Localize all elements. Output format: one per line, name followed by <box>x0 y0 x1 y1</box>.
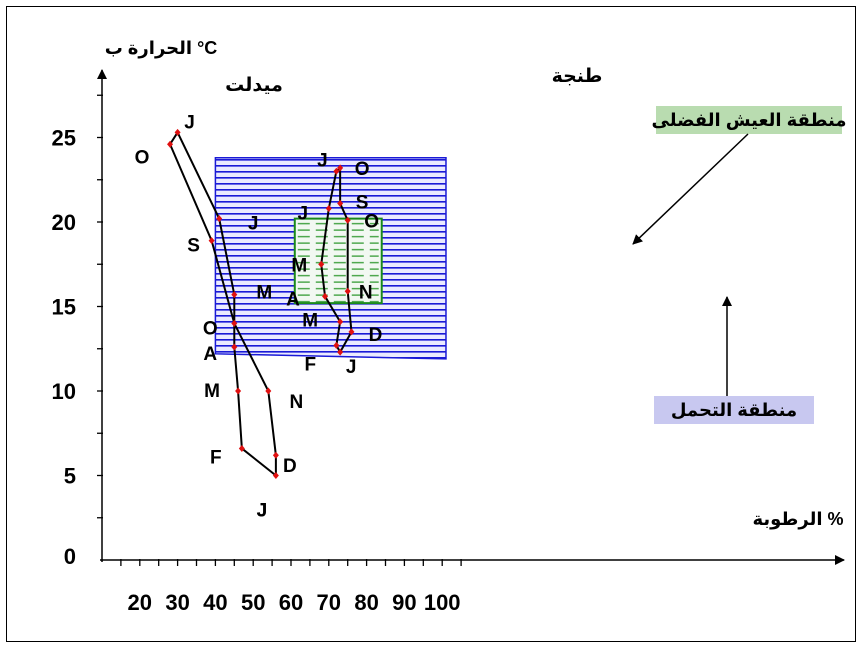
data-point-marker <box>344 287 351 295</box>
data-point-marker <box>238 444 245 452</box>
series-name-label: ميدلت <box>225 75 283 96</box>
data-point-label: O <box>203 318 218 339</box>
data-point-label: J <box>317 150 328 171</box>
data-point-marker <box>337 164 344 172</box>
data-point-label: N <box>289 392 303 413</box>
comfort-dashes <box>297 222 379 303</box>
data-point-label: A <box>203 344 217 365</box>
data-point-marker <box>344 216 351 224</box>
data-point-label: N <box>359 282 373 303</box>
y-axis-title: الحرارة ب °C <box>105 38 218 59</box>
data-point-marker <box>333 341 340 349</box>
data-point-marker <box>333 167 340 175</box>
x-tick-label: 40 <box>203 590 227 615</box>
y-tick-label: 10 <box>52 379 76 404</box>
comfort-zone-border <box>293 217 383 305</box>
y-tick-label: 25 <box>52 126 76 151</box>
data-point-marker <box>231 291 238 299</box>
data-point-label: D <box>369 325 383 346</box>
data-point-marker <box>174 128 181 136</box>
y-tick-label: 5 <box>64 464 76 489</box>
data-point-label: M <box>302 311 318 332</box>
y-tick-label: 0 <box>64 544 76 569</box>
y-tick-label: 15 <box>52 295 76 320</box>
data-point-label: D <box>283 456 297 477</box>
x-tick-label: 100 <box>424 590 461 615</box>
data-point-label: J <box>184 112 195 133</box>
data-point-label: A <box>286 289 300 310</box>
x-tick-label: 90 <box>392 590 416 615</box>
data-point-marker <box>272 451 279 459</box>
data-point-marker <box>216 215 223 223</box>
x-axis-title: الرطوبة % <box>752 509 843 530</box>
comfort-zone-label: منطقة العيش الفضلى <box>652 110 847 130</box>
x-tick-label: 70 <box>317 590 341 615</box>
data-point-marker <box>231 319 238 327</box>
data-point-marker <box>348 328 355 336</box>
data-point-marker <box>272 472 279 479</box>
data-point-label: F <box>210 447 222 468</box>
data-point-marker <box>167 140 174 148</box>
x-tick-label: 30 <box>165 590 189 615</box>
data-point-label: J <box>346 357 357 378</box>
comfort-label-box <box>656 106 842 134</box>
tolerance-label-box <box>654 396 814 424</box>
data-point-label: J <box>298 203 309 224</box>
data-point-marker <box>231 343 238 351</box>
tolerance-zone-label: منطقة التحمل <box>671 400 797 420</box>
data-point-marker <box>265 387 272 395</box>
data-point-label: M <box>291 255 307 276</box>
data-point-label: J <box>257 501 268 522</box>
data-point-label: O <box>364 211 379 232</box>
data-point-marker <box>235 387 242 395</box>
data-point-label: F <box>305 354 317 375</box>
x-tick-label: 80 <box>354 590 378 615</box>
data-point-label: J <box>248 214 259 235</box>
data-point-marker <box>337 318 344 326</box>
data-point-marker <box>325 204 332 212</box>
y-tick-label: 20 <box>52 210 76 235</box>
x-tick-label: 20 <box>128 590 152 615</box>
data-point-marker <box>208 237 215 245</box>
x-tick-label: 60 <box>279 590 303 615</box>
comfort-label-arrow <box>632 133 749 245</box>
data-point-label: S <box>356 192 369 213</box>
data-point-marker <box>318 260 325 268</box>
data-point-marker <box>337 199 344 207</box>
data-point-label: O <box>355 159 370 180</box>
data-point-label: S <box>187 236 200 257</box>
data-point-label: O <box>135 147 150 168</box>
x-tick-label: 50 <box>241 590 265 615</box>
data-point-label: M <box>256 283 272 304</box>
data-point-label: J <box>257 501 268 522</box>
data-point-marker <box>337 348 344 356</box>
series-name-label: طنجة <box>552 66 603 87</box>
data-point-label: M <box>204 381 220 402</box>
data-point-marker <box>322 292 329 300</box>
